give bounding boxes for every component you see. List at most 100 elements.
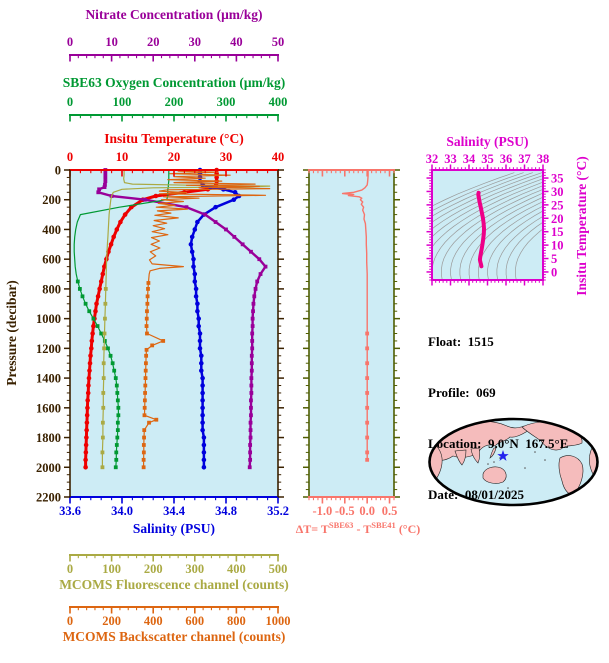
series-salinity-line: [189, 168, 241, 469]
data-point: [116, 405, 121, 410]
series-ts-curve: [476, 190, 486, 269]
data-point: [144, 324, 149, 328]
data-point: [252, 294, 257, 299]
data-point: [201, 457, 207, 463]
data-point: [95, 294, 101, 299]
density-contour: [432, 181, 543, 248]
data-point: [113, 376, 118, 380]
map-outline: [428, 417, 599, 507]
density-contour: [432, 172, 533, 217]
data-point: [145, 331, 149, 336]
data-point: [184, 205, 189, 210]
data-point: [248, 435, 253, 440]
tick-label: 400: [227, 562, 246, 576]
tick-label: 200: [144, 562, 163, 576]
data-point: [200, 375, 205, 381]
data-point: [118, 219, 123, 225]
data-point: [87, 360, 93, 366]
tick-label: 0.0: [359, 504, 375, 518]
tick-label: 33.6: [59, 504, 81, 518]
density-contour: [505, 221, 543, 280]
data-point: [365, 457, 370, 462]
data-point: [97, 286, 102, 292]
series-oxygen-markers: [75, 279, 121, 470]
data-point: [115, 420, 120, 425]
tick-label: 30: [551, 185, 564, 199]
data-point: [249, 405, 253, 410]
tick-label: 35.2: [267, 504, 289, 518]
tick-label: 0.5: [382, 504, 398, 518]
tick-label: 0: [67, 614, 73, 628]
data-point: [161, 339, 166, 343]
data-point: [83, 464, 88, 470]
ts-ylabel: Insitu Temperature (°C): [574, 156, 589, 295]
island-dot: [487, 463, 489, 465]
data-point: [111, 234, 116, 240]
data-point: [100, 271, 106, 277]
tick-label: 10: [116, 150, 129, 164]
tick-label: 1600: [36, 401, 61, 415]
data-point: [115, 398, 120, 403]
tick-label: 200: [165, 95, 184, 109]
data-point: [83, 301, 88, 306]
data-point: [365, 361, 370, 366]
pressure-axis: [393, 169, 400, 498]
ts-xlabel: Salinity (PSU): [446, 134, 528, 149]
data-point: [102, 331, 107, 336]
density-contour: [432, 175, 543, 230]
tick-label: 0: [67, 150, 73, 164]
tick-label: 2200: [36, 491, 61, 505]
data-point: [115, 435, 120, 440]
data-point: [232, 234, 237, 239]
dt-label-mid: - T: [353, 522, 372, 536]
data-point: [87, 309, 92, 314]
data-point: [193, 286, 199, 292]
data-point: [200, 398, 205, 403]
data-point: [77, 287, 82, 291]
data-point: [213, 220, 218, 224]
data-point: [200, 427, 205, 433]
data-point: [102, 185, 107, 189]
data-point: [250, 346, 255, 351]
data-point: [201, 442, 207, 448]
data-point: [191, 264, 196, 269]
data-point: [214, 175, 219, 180]
data-point: [103, 182, 107, 187]
data-point: [142, 428, 147, 433]
data-point: [251, 309, 255, 314]
data-point: [110, 361, 115, 366]
data-point: [101, 376, 106, 380]
data-point: [112, 368, 117, 373]
data-point: [101, 361, 106, 366]
data-point: [75, 279, 80, 284]
data-point: [142, 197, 147, 202]
tick-label: 600: [42, 253, 61, 267]
tick-label: 38: [537, 152, 550, 166]
density-contour: [432, 172, 543, 223]
tick-label: 1800: [36, 431, 61, 445]
data-point: [91, 316, 96, 321]
tick-label: 200: [42, 193, 61, 207]
tick-label: 30: [189, 35, 202, 49]
data-point: [257, 257, 262, 262]
data-point: [191, 256, 196, 262]
data-point: [247, 465, 252, 470]
data-point: [253, 287, 258, 291]
series-salinity-markers: [188, 167, 242, 470]
tick-label: 40: [230, 35, 243, 49]
tick-label: 300: [185, 562, 204, 576]
axis-title-oxygen: SBE63 Oxygen Concentration (μm/kg): [63, 75, 286, 90]
data-point: [143, 391, 147, 395]
data-point: [263, 264, 268, 269]
data-point: [103, 171, 108, 176]
dt-label-suffix: (°C): [395, 522, 421, 536]
density-contour: [432, 172, 524, 212]
data-point: [115, 391, 120, 395]
data-point: [248, 457, 253, 462]
data-point: [99, 331, 104, 336]
data-point: [145, 301, 150, 306]
tick-label: 200: [102, 614, 121, 628]
tick-label: 0: [67, 95, 73, 109]
